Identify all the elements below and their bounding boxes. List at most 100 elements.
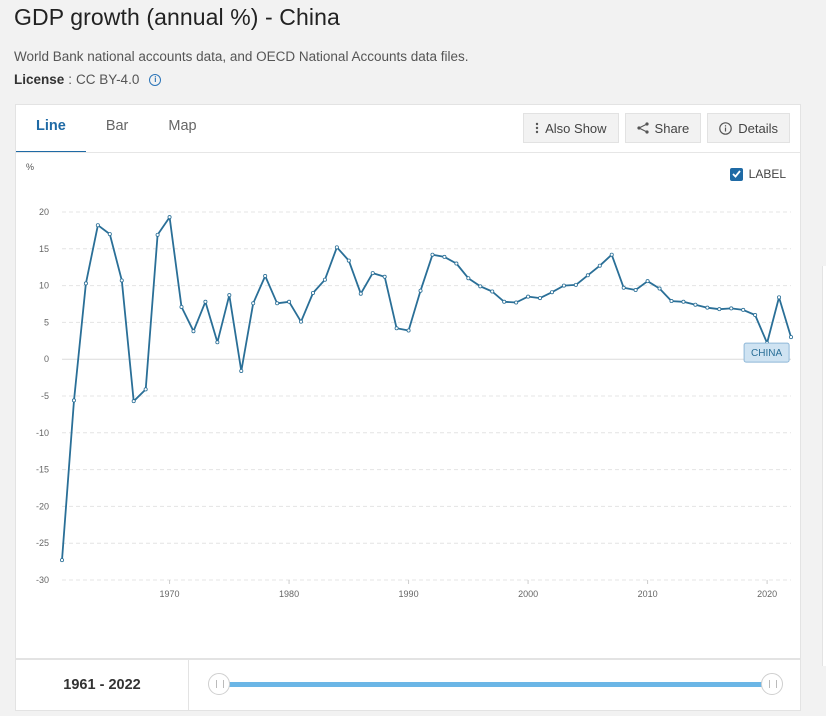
y-tick-label: -20 <box>36 501 49 511</box>
license-line: License : CC BY-4.0 i <box>14 72 162 87</box>
share-button[interactable]: Share <box>624 113 702 143</box>
data-point <box>549 290 554 295</box>
data-point <box>418 288 423 293</box>
license-separator: : <box>68 72 73 87</box>
range-end: 2022 <box>108 677 141 693</box>
data-point <box>717 307 722 312</box>
data-point <box>729 306 734 311</box>
data-point <box>322 277 327 282</box>
x-tick-label: 1970 <box>160 589 180 599</box>
chart-toolbar: Also Show Share Details <box>523 113 790 143</box>
data-point <box>490 289 495 294</box>
info-icon[interactable]: i <box>149 73 162 86</box>
data-point <box>119 278 124 283</box>
data-point <box>573 282 578 287</box>
data-point <box>621 285 626 290</box>
y-tick-label: -30 <box>36 575 49 585</box>
data-point <box>442 254 447 259</box>
y-tick-label: 15 <box>39 244 49 254</box>
data-point <box>155 232 160 237</box>
x-tick-label: 2000 <box>518 589 538 599</box>
tabs-divider <box>16 152 800 153</box>
data-point <box>215 340 220 345</box>
data-point <box>502 299 507 304</box>
also-show-label: Also Show <box>545 120 607 136</box>
data-point <box>131 399 136 404</box>
license-label: License <box>14 72 65 87</box>
data-point <box>299 319 304 324</box>
data-point <box>382 274 387 279</box>
range-bar: 1961 - 2022 <box>15 659 801 711</box>
label-toggle[interactable]: LABEL <box>729 167 786 181</box>
label-toggle-text: LABEL <box>748 167 786 181</box>
data-point <box>143 387 148 392</box>
tab-map[interactable]: Map <box>168 118 197 134</box>
details-label: Details <box>738 120 778 136</box>
data-point <box>669 299 674 304</box>
data-point <box>538 296 543 301</box>
details-button[interactable]: Details <box>707 113 790 143</box>
data-point <box>681 299 686 304</box>
data-point <box>561 283 566 288</box>
data-point <box>83 281 88 286</box>
data-point <box>203 299 208 304</box>
y-tick-label: 10 <box>39 281 49 291</box>
data-point <box>358 291 363 296</box>
data-point <box>478 284 483 289</box>
range-slider-end-handle[interactable] <box>761 673 783 695</box>
also-show-button[interactable]: Also Show <box>523 113 619 143</box>
data-point <box>71 398 76 403</box>
data-point <box>693 302 698 307</box>
more-vertical-icon <box>535 122 539 134</box>
y-tick-label: 0 <box>44 354 49 364</box>
data-point <box>657 286 662 291</box>
y-tick-label: 5 <box>44 317 49 327</box>
data-point <box>609 252 614 257</box>
data-point <box>251 301 256 306</box>
chart-panel: Line Bar Map Also Show Share Details LAB… <box>15 104 801 659</box>
view-tabs: Line Bar Map <box>16 105 217 153</box>
data-point <box>179 304 184 309</box>
label-checkbox[interactable] <box>729 167 743 181</box>
data-point <box>334 245 339 250</box>
y-tick-label: -10 <box>36 428 49 438</box>
share-icon <box>636 122 649 134</box>
data-point <box>777 295 782 300</box>
checkmark-icon <box>732 170 741 178</box>
x-tick-label: 1990 <box>399 589 419 599</box>
x-tick-label: 1980 <box>279 589 299 599</box>
end-label-text: CHINA <box>751 348 782 359</box>
tab-bar[interactable]: Bar <box>105 118 129 134</box>
data-point <box>466 276 471 281</box>
data-point <box>741 307 746 312</box>
data-point <box>406 328 411 333</box>
range-slider-start-handle[interactable] <box>208 673 230 695</box>
data-point <box>430 252 435 257</box>
data-point <box>753 313 758 318</box>
data-point <box>633 288 638 293</box>
license-value[interactable]: CC BY-4.0 <box>76 72 140 87</box>
series-line <box>61 216 792 561</box>
data-point <box>454 261 459 266</box>
data-point <box>95 223 100 228</box>
data-point <box>263 274 268 279</box>
share-label: Share <box>654 120 690 136</box>
range-start: 1961 <box>63 677 96 693</box>
y-tick-label: -5 <box>41 391 49 401</box>
data-point <box>239 368 244 373</box>
data-point <box>705 305 710 310</box>
data-point <box>60 558 65 563</box>
data-point <box>789 335 794 340</box>
y-axis-unit: % <box>26 162 34 172</box>
y-tick-label: -25 <box>36 538 49 548</box>
range-slider-track[interactable] <box>221 682 771 687</box>
data-point <box>227 293 232 298</box>
x-tick-label: 2020 <box>757 589 777 599</box>
data-point <box>275 301 280 306</box>
right-edge-panel <box>822 266 826 666</box>
x-tick-label: 2010 <box>638 589 658 599</box>
line-chart: % 20 15 10 5 0 -5 -10 -15 -20 -25 -30 1970 1980 1990 20… <box>26 162 794 599</box>
data-point <box>585 273 590 278</box>
data-point <box>526 294 531 299</box>
y-tick-label: 20 <box>39 207 49 217</box>
